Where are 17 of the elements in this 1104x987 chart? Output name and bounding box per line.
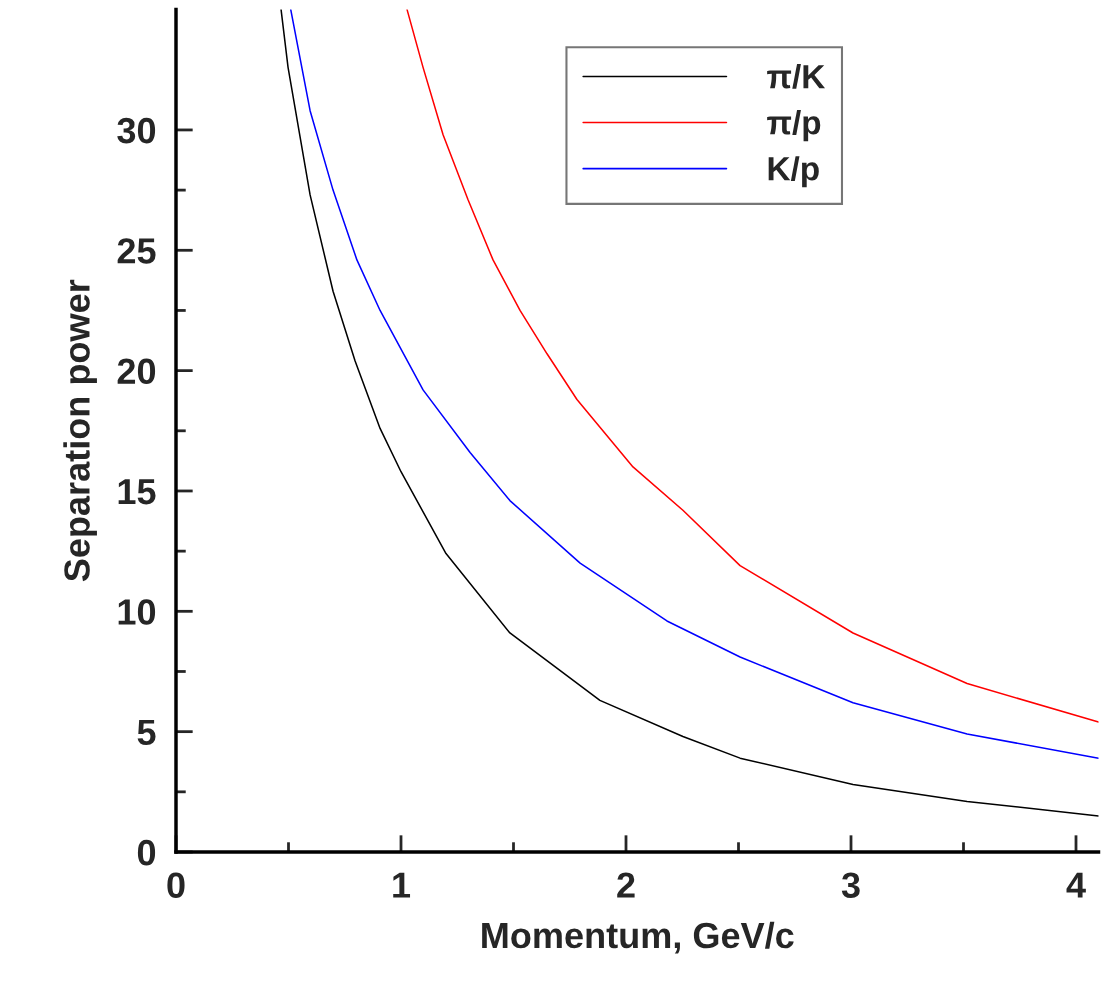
x-axis-title: Momentum, GeV/c xyxy=(482,921,794,954)
legend-label: π/K xyxy=(767,63,826,89)
y-tick-label: 15 xyxy=(118,479,156,505)
x-tick-label: 3 xyxy=(841,872,860,899)
x-tick-label: 0 xyxy=(167,872,185,898)
y-tick-label: 0 xyxy=(137,839,156,866)
y-tick-label: 10 xyxy=(118,599,156,625)
y-axis-title: Separation power xyxy=(63,279,97,582)
x-tick-label: 1 xyxy=(393,872,411,898)
legend-label: π/p xyxy=(767,110,821,142)
y-tick-label: 25 xyxy=(117,238,156,264)
y-tick-label: 5 xyxy=(137,719,156,746)
y-tick-label: 20 xyxy=(117,358,156,385)
x-tick-label: 2 xyxy=(617,872,635,898)
legend-label: K/p xyxy=(768,156,819,188)
x-tick-label: 4 xyxy=(1066,872,1086,898)
y-tick-label: 30 xyxy=(117,117,156,144)
